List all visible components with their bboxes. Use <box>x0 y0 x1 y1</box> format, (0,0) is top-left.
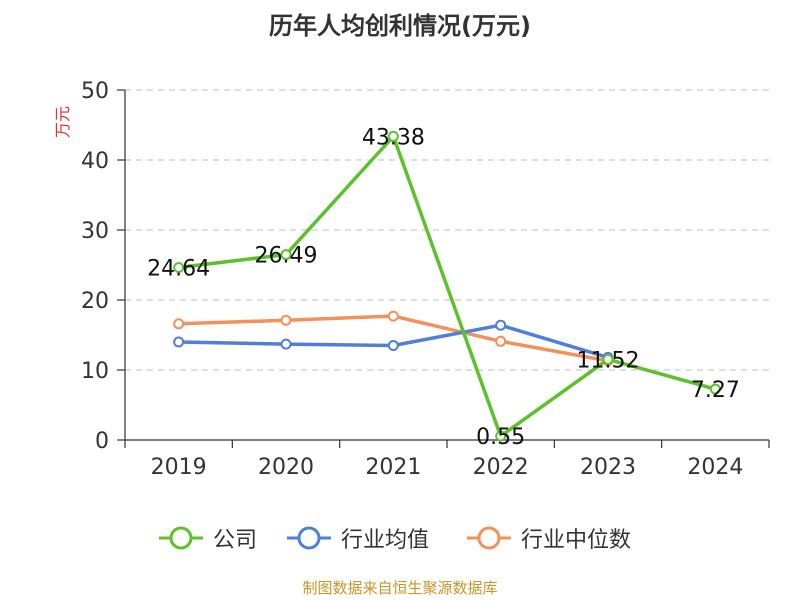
legend-label: 行业均值 <box>341 528 430 553</box>
data-point <box>495 319 507 331</box>
data-label: 43.38 <box>362 125 425 150</box>
data-point <box>280 338 292 350</box>
y-axis-unit: 万元 <box>53 106 72 138</box>
y-tick-label: 20 <box>81 289 109 314</box>
x-tick-label: 2022 <box>473 455 529 480</box>
data-point <box>495 335 507 347</box>
series-line-0 <box>178 134 716 438</box>
data-point <box>387 130 399 142</box>
data-point <box>495 430 507 442</box>
data-label: 26.49 <box>255 244 318 269</box>
y-tick-label: 50 <box>81 79 109 104</box>
y-tick-label: 30 <box>81 219 109 244</box>
data-point <box>173 318 185 330</box>
legend-label: 行业中位数 <box>521 528 632 553</box>
x-tick-label: 2024 <box>687 455 743 480</box>
legend: 公司 行业均值 行业中位数 <box>0 520 800 556</box>
x-tick-label: 2019 <box>151 455 207 480</box>
source-note: 制图数据来自恒生聚源数据库 <box>302 579 498 597</box>
data-label: 11.52 <box>577 348 640 373</box>
data-point <box>602 353 614 365</box>
legend-marker-icon <box>467 526 511 550</box>
series-group <box>173 130 721 442</box>
x-tick-label: 2023 <box>580 455 636 480</box>
chart-title: 历年人均创利情况(万元) <box>269 12 531 40</box>
data-point <box>280 249 292 261</box>
x-tick-label: 2021 <box>365 455 421 480</box>
grid-lines <box>125 89 769 371</box>
data-label: 0.55 <box>476 425 525 450</box>
data-point <box>387 310 399 322</box>
x-tick-label: 2020 <box>258 455 314 480</box>
y-tick-label: 40 <box>81 149 109 174</box>
y-tick-label: 0 <box>95 429 109 454</box>
data-point <box>280 314 292 326</box>
data-point <box>709 383 721 395</box>
data-point <box>387 340 399 351</box>
data-labels: 24.64 26.49 43.38 0.55 11.52 7.27 <box>147 125 740 450</box>
legend-label: 公司 <box>213 528 258 553</box>
legend-item[interactable]: 行业均值 <box>285 520 429 556</box>
legend-item[interactable]: 行业中位数 <box>465 520 631 556</box>
legend-item[interactable]: 公司 <box>157 520 257 556</box>
data-point <box>173 336 185 348</box>
data-point <box>173 262 185 274</box>
data-label: 24.64 <box>147 257 210 282</box>
legend-marker-icon <box>287 526 331 550</box>
axes: 0 10 20 30 40 50 2019 2020 2021 2022 2023 2024 万元 <box>53 79 770 480</box>
legend-marker-icon <box>159 526 203 550</box>
data-label: 7.27 <box>691 378 740 403</box>
y-tick-label: 10 <box>81 359 109 384</box>
line-chart: 0 10 20 30 40 50 2019 2020 2021 2022 2023 2024 万元 24… <box>53 79 770 480</box>
